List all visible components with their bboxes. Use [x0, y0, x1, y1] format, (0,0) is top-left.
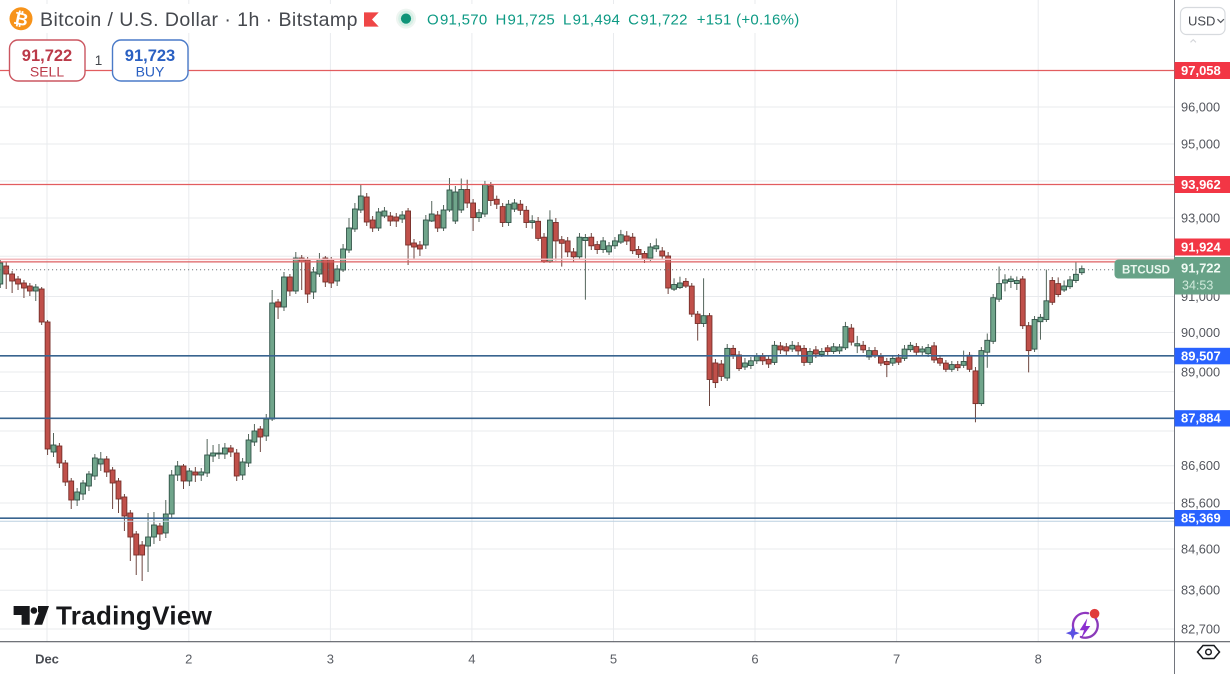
svg-text:91,723: 91,723: [125, 47, 175, 65]
svg-text:Bitcoin / U.S. Dollar · 1h · B: Bitcoin / U.S. Dollar · 1h · Bitstamp: [40, 9, 358, 31]
svg-text:34:53: 34:53: [1182, 279, 1213, 293]
svg-text:8: 8: [1035, 652, 1042, 667]
svg-text:93,962: 93,962: [1181, 177, 1221, 192]
svg-text:BTCUSD: BTCUSD: [1122, 264, 1170, 276]
svg-text:97,058: 97,058: [1181, 63, 1221, 78]
svg-text:BUY: BUY: [136, 64, 165, 80]
svg-text:5: 5: [610, 652, 617, 667]
svg-text:87,884: 87,884: [1181, 411, 1222, 426]
svg-text:86,600: 86,600: [1181, 458, 1220, 473]
svg-text:89,000: 89,000: [1181, 364, 1220, 379]
svg-text:USD: USD: [1188, 14, 1215, 29]
svg-text:85,369: 85,369: [1181, 510, 1221, 525]
svg-text:85,600: 85,600: [1181, 495, 1220, 510]
svg-text:SELL: SELL: [30, 64, 64, 80]
svg-text:90,000: 90,000: [1181, 325, 1220, 340]
svg-text:89,507: 89,507: [1181, 348, 1221, 363]
svg-text:TradingView: TradingView: [56, 601, 213, 631]
svg-text:6: 6: [751, 652, 758, 667]
svg-text:4: 4: [468, 652, 475, 667]
svg-text:96,000: 96,000: [1181, 99, 1220, 114]
svg-text:7: 7: [893, 652, 900, 667]
svg-text:84,600: 84,600: [1181, 541, 1220, 556]
svg-text:Dec: Dec: [35, 652, 59, 667]
svg-text:83,600: 83,600: [1181, 583, 1220, 598]
svg-text:3: 3: [327, 652, 334, 667]
svg-text:93,000: 93,000: [1181, 210, 1220, 225]
svg-text:91,924: 91,924: [1181, 240, 1222, 255]
svg-text:91,722: 91,722: [22, 47, 72, 65]
svg-text:95,000: 95,000: [1181, 136, 1220, 151]
svg-text:2: 2: [185, 652, 192, 667]
svg-text:82,700: 82,700: [1181, 621, 1220, 636]
svg-text:1: 1: [95, 53, 103, 68]
svg-text:91,722: 91,722: [1181, 261, 1221, 276]
